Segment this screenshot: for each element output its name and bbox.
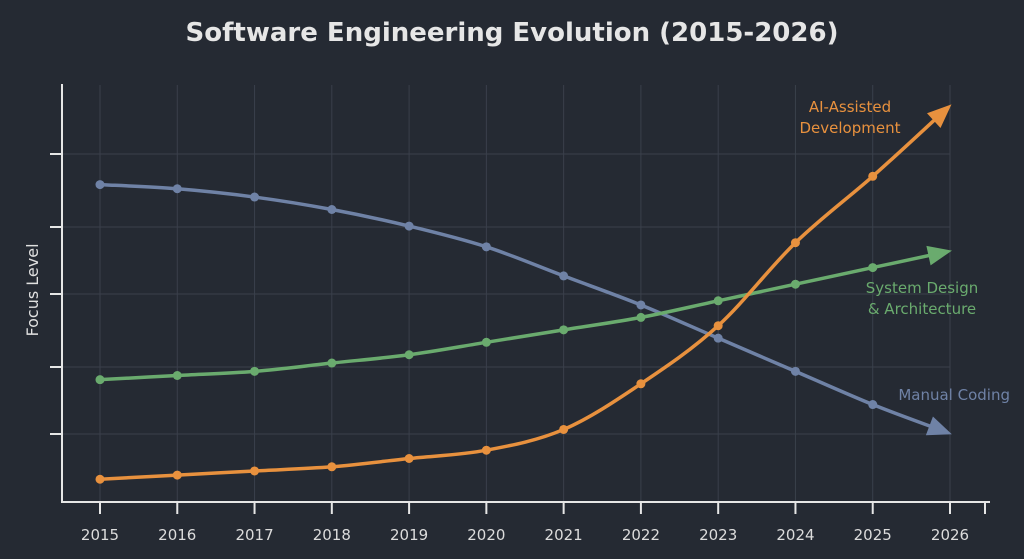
data-point (481, 242, 491, 252)
series-label: AI-Assisted (809, 98, 891, 116)
data-point (713, 333, 723, 343)
series-label: & Architecture (868, 300, 976, 318)
data-point (404, 350, 414, 360)
arrowhead-icon (926, 245, 952, 266)
data-point (404, 221, 414, 231)
data-point (790, 366, 800, 376)
data-point (713, 296, 723, 306)
x-tick-label: 2016 (158, 526, 196, 544)
data-point (636, 379, 646, 389)
data-point (481, 337, 491, 347)
x-tick-label: 2021 (545, 526, 583, 544)
data-point (481, 445, 491, 455)
data-point (404, 454, 414, 463)
chart-title: Software Engineering Evolution (2015-202… (185, 18, 839, 48)
series-line (98, 113, 942, 481)
series-0: Manual Coding (95, 180, 1010, 436)
y-axis-label: Focus Level (23, 243, 42, 336)
arrowhead-icon (927, 104, 952, 128)
series-label: System Design (866, 279, 979, 297)
x-tick-label: 2024 (776, 526, 814, 544)
data-point (713, 321, 723, 331)
x-tick-label: 2020 (467, 526, 505, 544)
data-point (95, 474, 105, 484)
data-point (327, 205, 337, 214)
series-line (98, 182, 939, 431)
series-1: System Design & Architecture (95, 245, 979, 385)
x-tick-label: 2015 (81, 526, 119, 544)
x-tick-label: 2026 (931, 526, 969, 544)
data-point (559, 424, 569, 434)
data-point (868, 400, 878, 410)
x-tick-label: 2018 (313, 526, 351, 544)
data-point (868, 263, 878, 273)
series-label: Manual Coding (898, 386, 1010, 404)
data-point (636, 312, 646, 322)
data-point (868, 171, 878, 181)
data-point (250, 466, 260, 476)
x-tick-label: 2023 (699, 526, 737, 544)
x-tick-label: 2019 (390, 526, 428, 544)
data-point (95, 180, 105, 190)
data-point (790, 238, 800, 248)
data-point (250, 192, 260, 202)
series-2: AI-Assisted Development (95, 98, 952, 484)
x-tick-label: 2025 (854, 526, 892, 544)
x-tick-label: 2017 (235, 526, 273, 544)
data-point (790, 279, 800, 289)
data-point (559, 271, 569, 281)
arrowhead-icon (925, 416, 952, 436)
data-point (327, 358, 337, 368)
data-point (172, 470, 182, 480)
data-point (172, 371, 182, 380)
data-point (327, 462, 337, 472)
data-point (250, 366, 260, 376)
data-point (559, 325, 569, 335)
series-line (98, 252, 939, 382)
data-point (636, 300, 646, 310)
series-label: Development (800, 119, 901, 137)
data-point (95, 375, 105, 385)
x-tick-label: 2022 (622, 526, 660, 544)
data-point (172, 184, 182, 194)
